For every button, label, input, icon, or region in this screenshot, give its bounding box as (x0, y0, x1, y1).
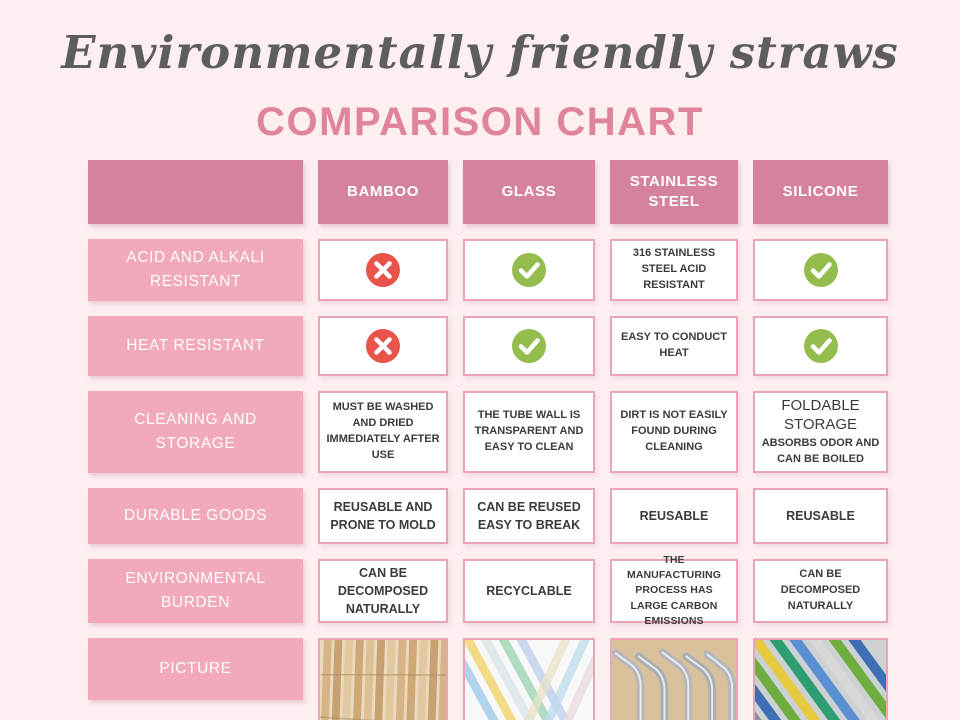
cell-durable-glass: CAN BE REUSED EASY TO BREAK (463, 488, 595, 544)
check-icon (511, 328, 547, 364)
cell-text: EASY TO CONDUCT HEAT (621, 331, 727, 359)
glass-straws-image (463, 638, 595, 720)
row-label-acid-alkali-resistant: ACID AND ALKALI RESISTANT (88, 239, 303, 301)
cell-cleaning-stainless: DIRT IS NOT EASILY FOUND DURING CLEANING (610, 391, 738, 473)
cell-cleaning-silicone: FOLDABLE STORAGE ABSORBS ODOR AND CAN BE… (753, 391, 888, 473)
cell-text: 316 STAINLESS STEEL ACID RESISTANT (632, 247, 716, 291)
check-icon (803, 252, 839, 288)
cell-text: THE MANUFACTURING PROCESS HAS LARGE CARB… (626, 553, 722, 627)
row-label-picture: PICTURE (88, 638, 303, 700)
cell-text: ABSORBS ODOR AND CAN BE BOILED (761, 437, 880, 465)
column-header-glass: GLASS (463, 160, 595, 224)
column-header-silicone: SILICONE (753, 160, 888, 224)
cell-acid-silicone (753, 239, 888, 301)
cell-environment-bamboo: CAN BE DECOMPOSED NATURALLY (318, 559, 448, 623)
cell-text: THE TUBE WALL IS TRANSPARENT AND EASY TO… (474, 409, 584, 453)
column-header-stainless-steel: STAINLESS STEEL (610, 160, 738, 224)
row-label-environmental-burden: ENVIRONMENTAL BURDEN (88, 559, 303, 623)
bamboo-straws-image (318, 638, 448, 720)
cell-heat-glass (463, 316, 595, 376)
cross-icon (365, 328, 401, 364)
cell-text: CAN BE REUSED EASY TO BREAK (477, 499, 581, 532)
glass-straws-illustration (465, 640, 593, 720)
cell-text: REUSABLE AND PRONE TO MOLD (330, 499, 436, 532)
cell-cleaning-glass: THE TUBE WALL IS TRANSPARENT AND EASY TO… (463, 391, 595, 473)
cell-heat-stainless: EASY TO CONDUCT HEAT (610, 316, 738, 376)
cell-environment-stainless: THE MANUFACTURING PROCESS HAS LARGE CARB… (610, 554, 738, 627)
silicone-straws-image (753, 638, 888, 720)
page-title-main: COMPARISON CHART (256, 100, 704, 144)
cell-heat-bamboo (318, 316, 448, 376)
cell-environment-silicone: CAN BE DECOMPOSED NATURALLY (753, 559, 888, 623)
check-icon (803, 328, 839, 364)
cell-environment-glass: RECYCLABLE (463, 559, 595, 623)
row-label-durable-goods: DURABLE GOODS (88, 488, 303, 544)
cell-acid-stainless: 316 STAINLESS STEEL ACID RESISTANT (610, 239, 738, 301)
row-label-cleaning-storage: CLEANING AND STORAGE (88, 391, 303, 473)
stainless-steel-straws-image (610, 638, 738, 720)
cell-cleaning-bamboo: MUST BE WASHED AND DRIED IMMEDIATELY AFT… (318, 391, 448, 473)
cell-text-stack: FOLDABLE STORAGE ABSORBS ODOR AND CAN BE… (761, 397, 880, 467)
cell-durable-stainless: REUSABLE (610, 488, 738, 544)
stainless-steel-straws-illustration (612, 640, 736, 720)
check-icon (511, 252, 547, 288)
bamboo-straws-illustration (320, 640, 446, 720)
cell-text-title: FOLDABLE STORAGE (781, 396, 860, 433)
silicone-straws-illustration (755, 640, 886, 720)
row-label-heat-resistant: HEAT RESISTANT (88, 316, 303, 376)
cell-acid-glass (463, 239, 595, 301)
column-header-bamboo: BAMBOO (318, 160, 448, 224)
cell-text: CAN BE DECOMPOSED NATURALLY (337, 565, 429, 617)
cell-text: RECYCLABLE (486, 583, 572, 598)
cross-icon (365, 252, 401, 288)
page-title-script: Environmentally friendly straws (61, 26, 899, 79)
cell-heat-silicone (753, 316, 888, 376)
cell-durable-bamboo: REUSABLE AND PRONE TO MOLD (318, 488, 448, 544)
cell-text: CAN BE DECOMPOSED NATURALLY (780, 568, 861, 612)
table-corner-cell (88, 160, 303, 224)
cell-durable-silicone: REUSABLE (753, 488, 888, 544)
cell-text: MUST BE WASHED AND DRIED IMMEDIATELY AFT… (326, 401, 440, 461)
cell-text: DIRT IS NOT EASILY FOUND DURING CLEANING (620, 409, 728, 453)
cell-acid-bamboo (318, 239, 448, 301)
cell-text: REUSABLE (639, 508, 709, 523)
cell-text: REUSABLE (786, 508, 855, 523)
comparison-table: BAMBOO GLASS STAINLESS STEEL SILICONE AC… (88, 160, 888, 720)
